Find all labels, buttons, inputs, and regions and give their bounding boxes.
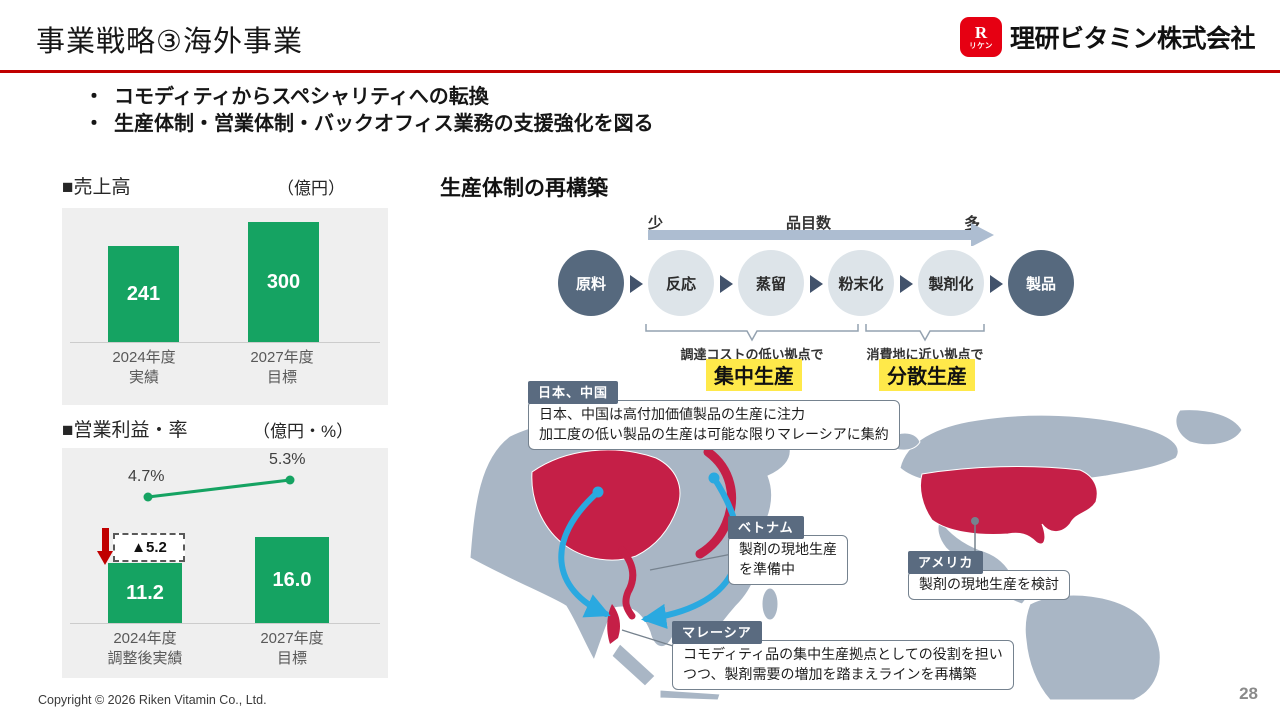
key-message-text: コモディティからスペシャリティへの転換 (114, 86, 489, 108)
sales-bar-2027: 300 (248, 222, 319, 342)
region-note-america: 製剤の現地生産を検討 (908, 570, 1070, 600)
title-underline (0, 70, 1280, 73)
flow-arrow-icon (990, 275, 1003, 293)
sumatra (611, 643, 656, 687)
sales-bar-2024: 241 (108, 246, 179, 342)
bullet-marker: ・ (84, 86, 104, 108)
sales-unit: （億円） (277, 179, 345, 198)
profit-unit: （億円・%） (253, 422, 354, 441)
bullet-marker: ・ (84, 113, 104, 135)
bar-value: 241 (126, 282, 161, 305)
key-message-text: 生産体制・営業体制・バックオフィス業務の支援強化を図る (114, 113, 654, 135)
china-to-malaysia-arrow (558, 489, 611, 618)
flow-arrow-icon (630, 275, 643, 293)
profit-rate-line (143, 475, 295, 502)
list-item: ・ 生産体制・営業体制・バックオフィス業務の支援強化を図る (84, 111, 654, 138)
usa-highlight (919, 466, 1098, 545)
philippines (761, 587, 779, 621)
grouping-brackets (645, 324, 985, 342)
flow-step-reaction: 反応 (648, 250, 714, 316)
page-number: 28 (1239, 684, 1258, 703)
japan-highlight (695, 447, 737, 559)
south-america (1024, 594, 1161, 700)
strategy-condition: 調達コストの低い拠点で (680, 347, 824, 362)
axis-min-label: 少 (648, 215, 664, 232)
profit-bar-2027: 16.0 (255, 537, 329, 623)
bar-value: 16.0 (272, 568, 312, 591)
logo-letter: R (974, 23, 988, 43)
profit-chart: 4.7% 5.3% ▲5.2 11.2 16.0 2024年度 調整後実績 20… (62, 448, 388, 678)
item-count-arrow-icon (648, 223, 994, 246)
strategy-label-centralized: 集中生産 (706, 359, 802, 391)
region-tag-japan-china: 日本、中国 (528, 381, 619, 404)
region-note-malaysia: コモディティ品の集中生産拠点としての役割を担い つつ、製剤需要の増加を踏まえライ… (672, 640, 1014, 690)
category-label: 2024年度 実績 (112, 349, 176, 386)
region-note-vietnam: 製剤の現地生産 を準備中 (728, 535, 848, 585)
strategy-condition: 消費地に近い拠点で (866, 347, 984, 362)
sales-heading: ■売上高 (62, 177, 131, 198)
region-tag-america: アメリカ (908, 551, 984, 574)
flow-arrow-icon (810, 275, 823, 293)
flow-step-raw-material: 原料 (558, 250, 624, 316)
company-logo: R リケン 理研ビタミン株式会社 (960, 17, 1256, 57)
region-note-japan-china: 日本、中国は高付加価値製品の生産に注力 加工度の低い製品の生産は可能な限りマレー… (528, 400, 900, 450)
company-name: 理研ビタミン株式会社 (1010, 25, 1256, 53)
key-messages: ・ コモディティからスペシャリティへの転換 ・ 生産体制・営業体制・バックオフィ… (84, 84, 654, 138)
bar-value: 300 (266, 270, 301, 293)
rate-label-2027: 5.3% (269, 451, 306, 468)
adjustment-annotation: ▲5.2 (113, 533, 185, 562)
copyright-text: Copyright © 2026 Riken Vitamin Co., Ltd. (38, 693, 267, 707)
profit-heading: ■営業利益・率 (62, 420, 188, 441)
flow-step-formulation: 製剤化 (918, 250, 984, 316)
logo-caption: リケン (969, 41, 993, 51)
usa-point (971, 517, 979, 525)
profit-bar-2024: 11.2 (108, 563, 182, 623)
flow-step-product: 製品 (1008, 250, 1074, 316)
category-label: 2024年度 調整後実績 (107, 630, 183, 667)
logo-mark-icon: R リケン (960, 17, 1002, 57)
rate-label-2024: 4.7% (128, 468, 165, 485)
flow-arrow-icon (900, 275, 913, 293)
bar-value: 11.2 (126, 581, 164, 604)
vietnam-connector (649, 553, 733, 571)
china-origin-dot (592, 486, 604, 498)
category-label: 2027年度 目標 (250, 349, 314, 386)
sales-chart: 241 300 2024年度 実績 2027年度 目標 (62, 208, 388, 405)
x-axis (70, 623, 380, 624)
flow-step-distillation: 蒸留 (738, 250, 804, 316)
page-title: 事業戦略③海外事業 (36, 26, 303, 58)
flow-arrow-icon (720, 275, 733, 293)
java (659, 689, 721, 700)
decrease-arrow-icon (97, 528, 114, 566)
japan-origin-dot (708, 472, 720, 484)
category-label: 2027年度 目標 (260, 630, 324, 667)
axis-title: 品目数 (786, 215, 832, 232)
greenland (1175, 409, 1243, 446)
strategy-label-distributed: 分散生産 (879, 359, 975, 391)
flow-step-powdering: 粉末化 (828, 250, 894, 316)
x-axis (70, 342, 380, 343)
region-tag-vietnam: ベトナム (728, 516, 804, 539)
vietnam-highlight (618, 546, 637, 620)
region-tag-malaysia: マレーシア (672, 621, 762, 644)
list-item: ・ コモディティからスペシャリティへの転換 (84, 84, 654, 111)
production-heading: 生産体制の再構築 (440, 177, 608, 200)
